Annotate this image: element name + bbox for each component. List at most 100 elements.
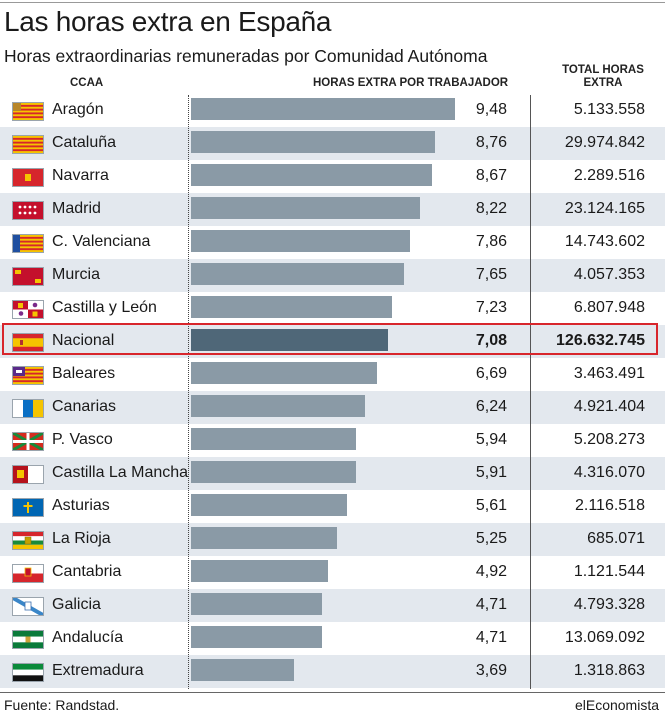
- total-hours-value: 4.793.328: [573, 596, 645, 613]
- total-hours-value: 5.133.558: [573, 101, 645, 118]
- total-hours-value: 1.121.544: [573, 563, 645, 580]
- bar-mark: [191, 131, 435, 153]
- bottom-rule: [0, 692, 665, 693]
- bar-mark: [191, 626, 323, 648]
- column-header-horas: HORAS EXTRA POR TRABAJADOR: [313, 77, 509, 89]
- category-label: Andalucía: [52, 629, 124, 646]
- chart-row: Andalucía 4,71 13.069.092: [0, 622, 665, 655]
- chart-row: Madrid 8,22 23.124.165: [0, 193, 665, 226]
- flag-rioja-icon: [12, 531, 44, 550]
- chart-row: Castilla La Mancha 5,91 4.316.070: [0, 457, 665, 490]
- total-hours-value: 5.208.273: [573, 431, 645, 448]
- bar-mark: [191, 593, 323, 615]
- bar-value-label: 8,76: [475, 134, 507, 151]
- flag-canarias-icon: [12, 399, 44, 418]
- flag-andalucia-icon: [12, 630, 44, 649]
- category-label: Cataluña: [52, 134, 117, 151]
- flag-madrid-icon: [12, 201, 44, 220]
- column-header-total: TOTAL HORAS EXTRA: [562, 64, 644, 89]
- flag-vasco-icon: [12, 432, 44, 451]
- total-hours-value: 1.318.863: [573, 662, 645, 679]
- flag-cataluna-icon: [12, 135, 44, 154]
- bar-value-label: 3,69: [475, 662, 507, 679]
- bar-value-label: 6,24: [475, 398, 507, 415]
- flag-espana-icon: [12, 333, 44, 352]
- category-label: Baleares: [52, 365, 116, 382]
- bar-mark: [191, 329, 389, 351]
- bar-value-label: 6,69: [475, 365, 507, 382]
- category-label: Nacional: [52, 332, 115, 349]
- chart-row: C. Valenciana 7,86 14.743.602: [0, 226, 665, 259]
- total-hours-value: 4.057.353: [573, 266, 645, 283]
- category-label: Cantabria: [52, 563, 122, 580]
- category-label: Murcia: [52, 266, 101, 283]
- bar-mark: [191, 461, 356, 483]
- flag-mancha-icon: [12, 465, 44, 484]
- bar-value-label: 5,61: [475, 497, 507, 514]
- flag-cantabria-icon: [12, 564, 44, 583]
- total-hours-value: 13.069.092: [564, 629, 645, 646]
- flag-galicia-icon: [12, 597, 44, 616]
- bar-value-label: 7,65: [475, 266, 507, 283]
- bar-value-label: 5,94: [475, 431, 507, 448]
- flag-valenciana-icon: [12, 234, 44, 253]
- bar-value-label: 8,67: [475, 167, 507, 184]
- bar-value-label: 9,48: [475, 101, 507, 118]
- category-label: Aragón: [52, 101, 104, 118]
- chart-row: Murcia 7,65 4.057.353: [0, 259, 665, 292]
- bar-mark: [191, 494, 348, 516]
- bar-mark: [191, 659, 294, 681]
- chart-row: Canarias 6,24 4.921.404: [0, 391, 665, 424]
- total-hours-value: 29.974.842: [564, 134, 645, 151]
- category-label: Canarias: [52, 398, 117, 415]
- bar-mark: [191, 230, 410, 252]
- total-hours-value: 126.632.745: [556, 332, 645, 349]
- publisher-brand: elEconomista: [574, 697, 659, 713]
- bar-value-label: 4,71: [475, 596, 507, 613]
- chart-row: P. Vasco 5,94 5.208.273: [0, 424, 665, 457]
- top-rule: [0, 2, 665, 3]
- category-label: Extremadura: [52, 662, 144, 679]
- chart-row: Baleares 6,69 3.463.491: [0, 358, 665, 391]
- chart-row: Asturias 5,61 2.116.518: [0, 490, 665, 523]
- chart-row: Navarra 8,67 2.289.516: [0, 160, 665, 193]
- total-hours-value: 2.116.518: [575, 497, 645, 514]
- chart-row: Extremadura 3,69 1.318.863: [0, 655, 665, 688]
- source-note: Fuente: Randstad.: [4, 697, 120, 713]
- bar-value-label: 7,08: [475, 332, 507, 349]
- total-hours-value: 685.071: [587, 530, 645, 547]
- bar-mark: [191, 197, 420, 219]
- bar-value-label: 7,86: [475, 233, 507, 250]
- total-hours-value: 14.743.602: [564, 233, 645, 250]
- bar-mark: [191, 263, 404, 285]
- total-hours-value: 3.463.491: [573, 365, 645, 382]
- bar-mark: [191, 560, 328, 582]
- bar-mark: [191, 98, 455, 120]
- bar-mark: [191, 296, 393, 318]
- category-label: P. Vasco: [52, 431, 113, 448]
- category-label: La Rioja: [52, 530, 111, 547]
- chart-row: Castilla y León 7,23 6.807.948: [0, 292, 665, 325]
- bar-mark: [191, 395, 365, 417]
- flag-castillaleon-icon: [12, 300, 44, 319]
- chart-row: Cataluña 8,76 29.974.842: [0, 127, 665, 160]
- flag-baleares-icon: [12, 366, 44, 385]
- bar-value-label: 4,71: [475, 629, 507, 646]
- bar-mark: [191, 527, 338, 549]
- category-label: Asturias: [52, 497, 110, 514]
- category-label: Castilla La Mancha: [52, 464, 189, 481]
- column-divider-right: [530, 95, 531, 689]
- chart-title: Las horas extra en España: [4, 6, 332, 37]
- category-label: Madrid: [52, 200, 101, 217]
- bar-mark: [191, 164, 433, 186]
- bar-value-label: 5,91: [475, 464, 507, 481]
- chart-row: Aragón 9,48 5.133.558: [0, 94, 665, 127]
- column-divider-left: [188, 95, 189, 689]
- chart-row: La Rioja 5,25 685.071: [0, 523, 665, 556]
- total-hours-value: 2.289.516: [573, 167, 645, 184]
- highlight-frame-nacional: [2, 323, 658, 355]
- total-hours-value: 23.124.165: [564, 200, 645, 217]
- flag-asturias-icon: [12, 498, 44, 517]
- category-label: C. Valenciana: [52, 233, 151, 250]
- total-hours-value: 4.316.070: [573, 464, 645, 481]
